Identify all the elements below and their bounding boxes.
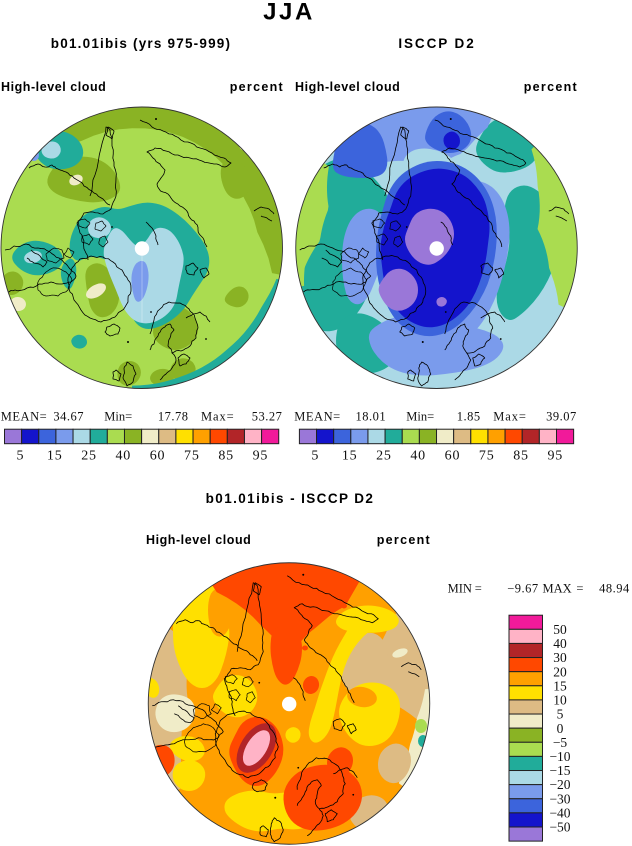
svg-text:High-level cloud: High-level cloud bbox=[1, 80, 106, 94]
svg-text:Max=: Max= bbox=[201, 410, 235, 424]
svg-text:−30: −30 bbox=[549, 791, 570, 806]
svg-text:MEAN=: MEAN= bbox=[1, 410, 47, 424]
svg-text:−20: −20 bbox=[549, 777, 570, 792]
svg-text:34.67: 34.67 bbox=[53, 410, 84, 424]
svg-text:b01.01ibis (yrs 975-999): b01.01ibis (yrs 975-999) bbox=[51, 36, 231, 51]
svg-text:High-level cloud: High-level cloud bbox=[146, 533, 251, 547]
svg-text:percent: percent bbox=[524, 80, 578, 94]
svg-text:85: 85 bbox=[218, 449, 234, 464]
svg-text:85: 85 bbox=[513, 449, 529, 464]
svg-text:ISCCP D2: ISCCP D2 bbox=[398, 36, 475, 51]
svg-text:=: = bbox=[475, 582, 482, 596]
svg-text:5: 5 bbox=[17, 449, 25, 464]
svg-text:b01.01ibis - ISCCP D2: b01.01ibis - ISCCP D2 bbox=[206, 491, 375, 506]
svg-text:MAX: MAX bbox=[543, 582, 572, 596]
svg-text:25: 25 bbox=[81, 449, 97, 464]
svg-text:75: 75 bbox=[479, 449, 495, 464]
svg-text:percent: percent bbox=[230, 80, 284, 94]
svg-text:60: 60 bbox=[150, 449, 166, 464]
svg-text:−40: −40 bbox=[549, 805, 570, 820]
svg-text:15: 15 bbox=[553, 678, 567, 693]
svg-text:18.01: 18.01 bbox=[355, 410, 386, 424]
svg-text:15: 15 bbox=[47, 449, 63, 464]
svg-text:17.78: 17.78 bbox=[158, 410, 189, 424]
svg-text:percent: percent bbox=[377, 533, 431, 547]
svg-text:−10: −10 bbox=[549, 749, 570, 764]
svg-text:−15: −15 bbox=[549, 763, 570, 778]
svg-text:MIN: MIN bbox=[448, 582, 472, 596]
svg-text:25: 25 bbox=[376, 449, 392, 464]
svg-text:50: 50 bbox=[553, 622, 567, 637]
svg-text:1.85: 1.85 bbox=[457, 410, 481, 424]
svg-text:Min=: Min= bbox=[104, 410, 132, 424]
svg-text:5: 5 bbox=[311, 449, 319, 464]
svg-text:40: 40 bbox=[553, 636, 567, 651]
svg-text:Min=: Min= bbox=[406, 410, 434, 424]
svg-text:5: 5 bbox=[557, 707, 564, 722]
svg-text:High-level cloud: High-level cloud bbox=[295, 80, 400, 94]
svg-text:30: 30 bbox=[553, 650, 567, 665]
svg-text:JJA: JJA bbox=[263, 0, 315, 26]
svg-text:−5: −5 bbox=[553, 735, 568, 750]
svg-text:20: 20 bbox=[553, 664, 567, 679]
svg-text:10: 10 bbox=[553, 693, 567, 708]
svg-text:MEAN=: MEAN= bbox=[294, 410, 340, 424]
svg-text:15: 15 bbox=[342, 449, 358, 464]
svg-text:−9.67: −9.67 bbox=[507, 582, 538, 596]
svg-text:48.94: 48.94 bbox=[599, 582, 630, 596]
svg-text:60: 60 bbox=[445, 449, 461, 464]
svg-text:39.07: 39.07 bbox=[546, 410, 577, 424]
svg-text:95: 95 bbox=[547, 449, 563, 464]
svg-text:−50: −50 bbox=[549, 820, 570, 835]
svg-text:75: 75 bbox=[184, 449, 200, 464]
svg-text:Max=: Max= bbox=[493, 410, 527, 424]
svg-text:40: 40 bbox=[115, 449, 131, 464]
svg-text:53.27: 53.27 bbox=[252, 410, 283, 424]
svg-text:40: 40 bbox=[410, 449, 426, 464]
svg-text:=: = bbox=[576, 582, 583, 596]
svg-text:0: 0 bbox=[557, 721, 564, 736]
svg-text:95: 95 bbox=[253, 449, 269, 464]
